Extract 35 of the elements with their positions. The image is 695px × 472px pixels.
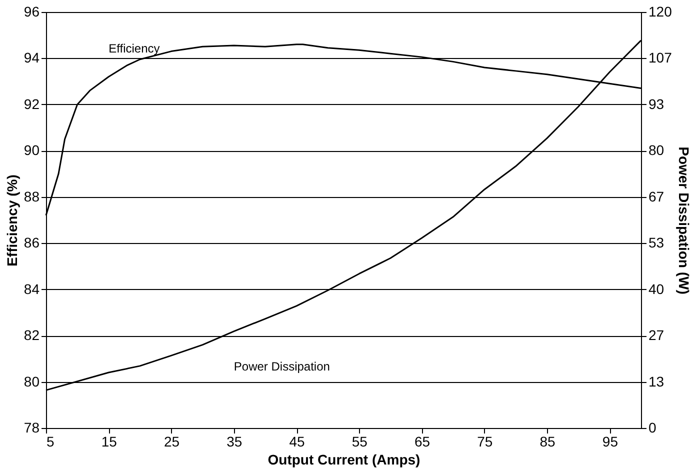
y-tick-label: 80 xyxy=(24,373,40,390)
x-tick-label: 35 xyxy=(226,434,242,450)
y-tick-label: 88 xyxy=(24,188,40,204)
x-axis-title: Output Current (Amps) xyxy=(268,452,420,468)
y2-tick-label: 120 xyxy=(648,4,672,20)
y-tick-label: 96 xyxy=(24,4,40,20)
y2-tick-label: 80 xyxy=(648,142,664,158)
y-tick-label: 92 xyxy=(24,96,40,112)
y2-axis-title: Power Dissipation (W) xyxy=(676,146,692,294)
y-tick-label: 86 xyxy=(24,234,40,251)
y-tick-label: 90 xyxy=(24,142,40,158)
text: Power Dissipation xyxy=(234,359,330,374)
y2-tick-label: 53 xyxy=(648,234,664,251)
x-tick-label: 65 xyxy=(414,434,430,450)
series-label: Efficiency xyxy=(108,42,160,56)
x-tick-label: 5 xyxy=(46,434,54,450)
x-tick-label: 85 xyxy=(540,434,556,450)
y2-tick-label: 107 xyxy=(648,50,672,66)
y2-tick-label: 27 xyxy=(648,327,664,344)
y-tick-label: 94 xyxy=(24,50,40,66)
x-tick-label: 45 xyxy=(289,434,306,450)
y-tick-label: 82 xyxy=(24,327,40,344)
y-tick-label: 84 xyxy=(24,280,40,297)
y2-tick-label: 67 xyxy=(648,188,664,204)
x-tick-label: 15 xyxy=(101,434,118,450)
y2-tick-label: 13 xyxy=(648,373,664,390)
y-axis-title: Efficiency (%) xyxy=(4,174,20,266)
y2-tick-label: 40 xyxy=(648,280,664,297)
x-tick-label: 25 xyxy=(164,434,180,450)
y2-tick-label: 0 xyxy=(648,420,656,436)
x-tick-label: 95 xyxy=(602,434,618,450)
x-tick-label: 75 xyxy=(477,434,493,450)
x-tick-label: 55 xyxy=(352,434,368,450)
y-tick-label: 78 xyxy=(24,420,40,436)
y2-tick-label: 93 xyxy=(648,96,664,112)
